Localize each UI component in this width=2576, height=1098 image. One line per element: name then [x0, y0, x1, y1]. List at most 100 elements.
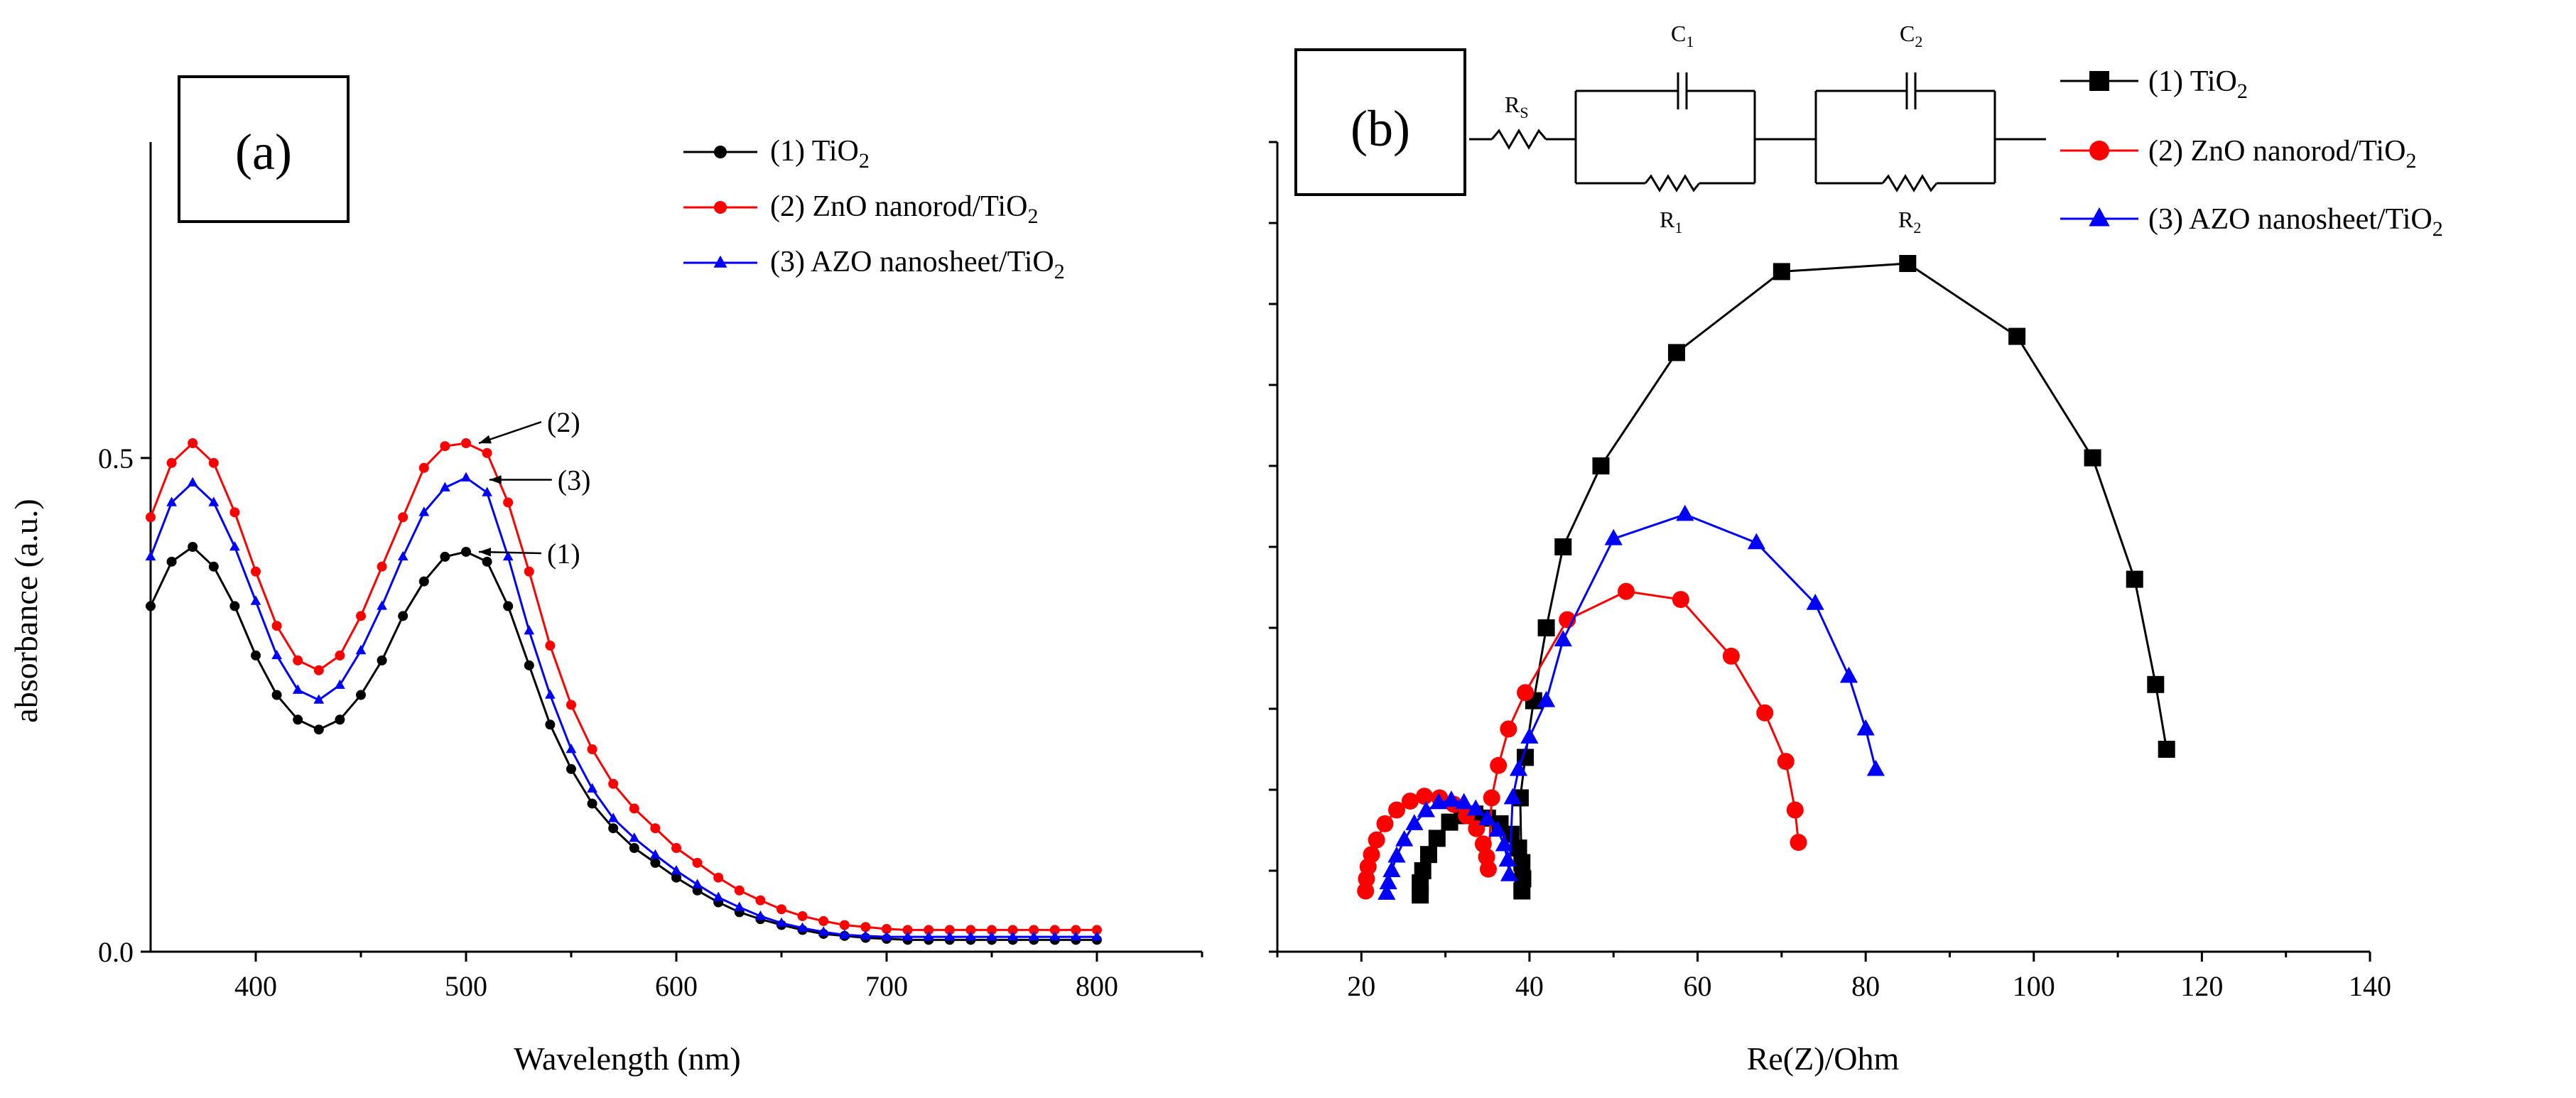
annotation-label-2: (2) — [547, 406, 580, 438]
panel-a-data-point — [293, 655, 303, 665]
panel-b-data-point — [1500, 864, 1519, 881]
panel-a-x-tick-label: 600 — [655, 970, 698, 1002]
legend-marker — [713, 255, 727, 268]
panel-b-data-point — [1756, 704, 1774, 722]
panel-a-chart: 400 500 600 700 800 0.0 0.5 Wavelength (nm) ab… — [8, 75, 1203, 1077]
panel-a-data-point — [524, 660, 534, 670]
legend-entry-1: (1) TiO2 — [2148, 65, 2248, 103]
panel-b-data-point — [1428, 830, 1446, 847]
panel-a-data-point — [229, 601, 240, 611]
panel-b-x-tick-label: 120 — [2180, 970, 2223, 1002]
panel-a-data-point — [1007, 925, 1018, 935]
panel-a-data-point — [293, 714, 303, 725]
panel-a-data-point — [335, 650, 345, 661]
annotation-label-3: (3) — [558, 464, 591, 496]
panel-b-data-point — [1617, 582, 1635, 600]
panel-a-data-point — [860, 922, 871, 933]
panel-a-data-point — [629, 803, 639, 814]
panel-b-data-point — [1429, 793, 1448, 810]
panel-a-data-point — [1092, 925, 1102, 935]
panel-b-data-point — [1368, 831, 1385, 849]
panel-b-data-point — [1722, 647, 1740, 665]
panel-a-legend: (1) TiO2 (2) ZnO nanorod/TiO2 (3) AZO nano… — [683, 135, 1065, 283]
legend-marker — [2089, 207, 2110, 227]
panel-a-label: (a) — [235, 124, 292, 180]
resistor-rs-symbol — [1490, 129, 1547, 150]
panel-b-data-point — [1479, 860, 1497, 878]
panel-b-data-point — [1405, 814, 1424, 830]
panel-a-data-point — [377, 600, 387, 610]
panel-a-data-point — [440, 551, 450, 562]
circuit-label-c1: C1 — [1671, 21, 1694, 50]
circuit-label-r2: R2 — [1898, 207, 1921, 237]
panel-b-data-point — [1416, 788, 1434, 805]
circuit-label-r1: R1 — [1660, 207, 1682, 237]
panel-b-data-point — [1899, 255, 1917, 272]
panel-a-x-tick-label: 400 — [234, 970, 277, 1002]
panel-a-data-point — [271, 649, 282, 660]
panel-a-data-point — [692, 857, 703, 868]
panel-a-data-point — [797, 922, 808, 932]
panel-b-data-point — [1379, 873, 1397, 890]
panel-a-data-point — [1028, 931, 1039, 941]
panel-b-data-point — [1513, 882, 1531, 900]
panel-a-data-point — [545, 641, 556, 651]
panel-a-data-point — [440, 482, 450, 491]
panel-a-data-point — [208, 496, 220, 506]
panel-a-data-point — [545, 689, 556, 699]
panel-b-data-point — [1537, 619, 1555, 636]
panel-b-data-point — [1395, 830, 1414, 847]
panel-a-data-point — [313, 694, 325, 704]
panel-a-data-point — [882, 924, 892, 935]
panel-b-x-tick-label: 140 — [2349, 970, 2391, 1002]
panel-b-data-point — [1488, 820, 1507, 837]
panel-a-y-label: absorbance (a.u.) — [8, 499, 44, 722]
panel-b-data-point — [1856, 719, 1875, 736]
panel-a-data-point — [902, 931, 913, 941]
panel-b-data-point — [1419, 846, 1437, 864]
legend-marker — [2089, 141, 2109, 161]
panel-a-data-point — [524, 625, 535, 635]
panel-a-data-point — [755, 910, 766, 920]
panel-b-data-point — [1604, 528, 1623, 545]
panel-a-data-point — [650, 849, 661, 859]
panel-a-data-point — [566, 763, 576, 774]
panel-a-data-point — [587, 744, 597, 754]
panel-b-data-point — [2158, 741, 2175, 758]
panel-b-data-point — [1455, 793, 1473, 810]
panel-a-data-point — [650, 857, 661, 868]
panel-a-data-point — [502, 550, 514, 561]
panel-b-data-point — [1387, 801, 1405, 819]
panel-a-data-point — [292, 684, 303, 694]
panel-b-data-point — [1414, 862, 1432, 879]
panel-a-data-point — [461, 546, 471, 557]
panel-b-x-tick-label: 20 — [1347, 970, 1375, 1002]
panel-a-data-point — [251, 650, 261, 661]
panel-a-data-point — [629, 843, 639, 854]
circuit-label-c2: C2 — [1900, 21, 1922, 50]
panel-b-data-point — [1503, 788, 1522, 805]
panel-b-data-point — [1382, 861, 1401, 877]
panel-a-data-point — [587, 798, 597, 809]
panel-a-series-line — [149, 476, 1097, 938]
panel-a-data-point — [355, 644, 367, 655]
panel-a-data-point — [1071, 931, 1081, 941]
panel-b-data-point — [1466, 799, 1485, 816]
panel-a-data-point — [818, 926, 829, 936]
panel-b-data-point — [1510, 839, 1527, 857]
panel-a-data-point — [1091, 931, 1103, 941]
panel-b-data-point — [1839, 666, 1858, 683]
panel-b-data-point — [1513, 854, 1531, 871]
panel-a-data-point — [356, 690, 366, 700]
panel-a-data-point — [671, 864, 682, 875]
panel-a-data-point — [902, 925, 913, 935]
panel-a-data-point — [944, 925, 955, 935]
panel-b-data-point — [1478, 809, 1497, 826]
panel-a-data-point — [251, 566, 261, 577]
panel-a-data-point — [145, 550, 156, 561]
panel-a-data-point — [377, 655, 387, 665]
panel-a-data-point — [608, 778, 619, 789]
panel-a-x-tick-label: 800 — [1076, 970, 1118, 1002]
panel-b-x-tick-label: 100 — [2013, 970, 2055, 1002]
